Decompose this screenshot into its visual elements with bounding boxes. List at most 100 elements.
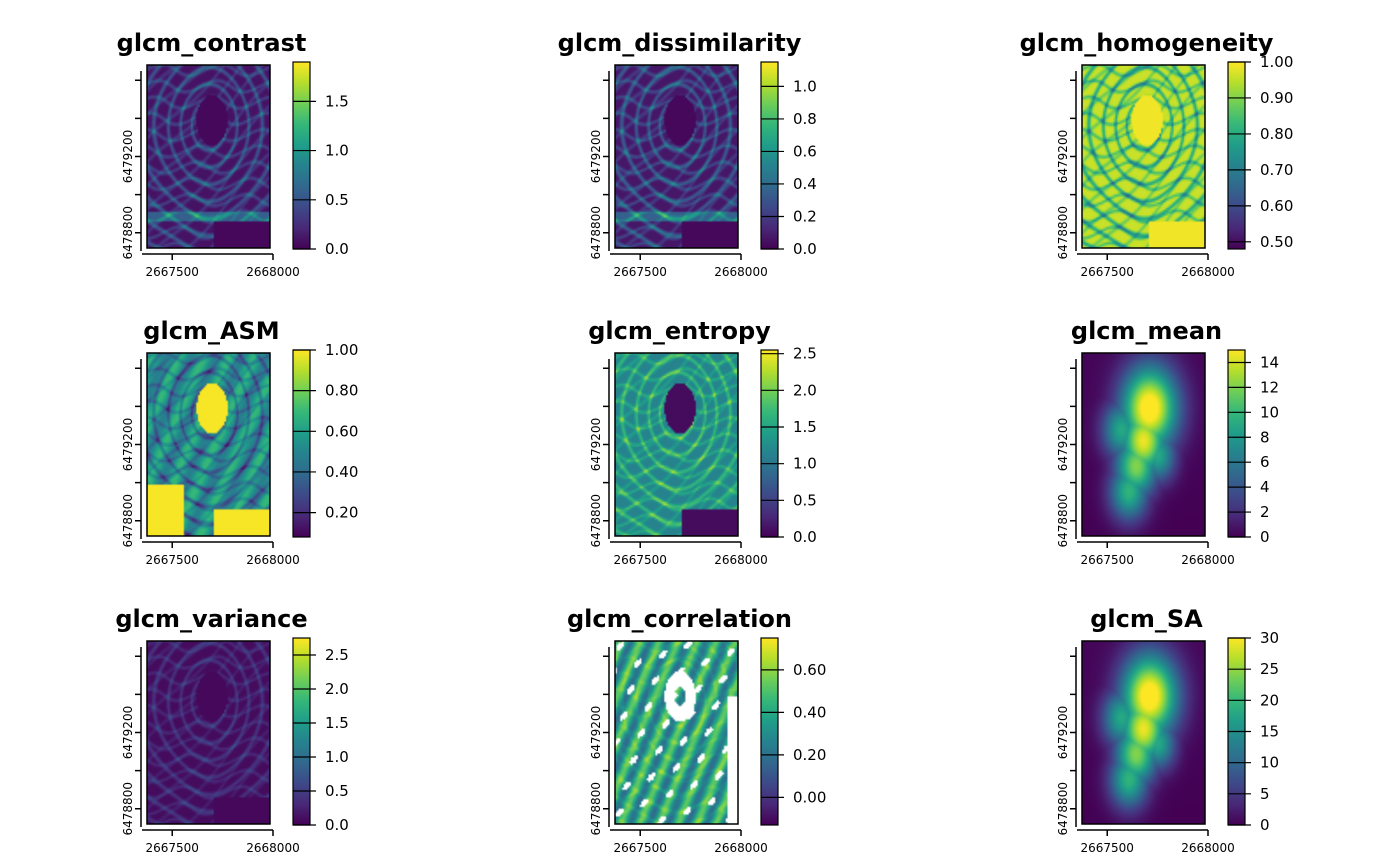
panel-title: glcm_variance: [115, 605, 307, 633]
legend-tick-label: 25: [1260, 660, 1279, 678]
color-bar: [1228, 350, 1245, 537]
panel-glcm-SA: glcm_SA 2667500 2668000 6479200 6478800 0 5 10 1…: [1056, 605, 1279, 855]
panel-title: glcm_contrast: [117, 29, 307, 57]
y-tick-label: 6479200: [589, 418, 603, 471]
legend-tick-label: 0.5: [325, 782, 349, 800]
panel-glcm-mean: glcm_mean 2667500 2668000 6479200 6478800 0 2 4…: [1056, 317, 1279, 567]
legend-tick-label: 0.0: [325, 816, 349, 834]
y-tick-label: 6479200: [1056, 418, 1070, 471]
y-tick-label: 6479200: [589, 130, 603, 183]
legend-tick-label: 0.0: [793, 240, 817, 258]
panel-title: glcm_dissimilarity: [558, 29, 802, 57]
legend-tick-label: 0.4: [793, 175, 817, 193]
legend-tick-label: 0: [1260, 816, 1270, 834]
y-tick-label: 6478800: [1056, 494, 1070, 547]
legend-tick-label: 1.00: [325, 341, 358, 359]
panel-glcm-homogeneity: glcm_homogeneity 2667500 2668000 6479200 647…: [1020, 29, 1294, 279]
legend-tick-label: 0.80: [1260, 125, 1293, 143]
legend-tick-label: 12: [1260, 378, 1279, 396]
legend-tick-label: 0.20: [793, 746, 826, 764]
raster-map: [147, 641, 270, 824]
x-tick-label: 2668000: [714, 841, 767, 855]
x-tick-label: 2667500: [146, 265, 199, 279]
legend-tick-label: 0.00: [793, 788, 826, 806]
raster-map: [615, 353, 738, 536]
legend-tick-label: 0.5: [793, 491, 817, 509]
legend-tick-label: 5: [1260, 785, 1270, 803]
legend-tick-label: 6: [1260, 453, 1270, 471]
legend-tick-label: 0.20: [325, 504, 358, 522]
color-bar: [293, 638, 310, 825]
x-tick-label: 2667500: [146, 841, 199, 855]
panel-title: glcm_mean: [1071, 317, 1222, 345]
y-tick-label: 6478800: [121, 782, 135, 835]
legend-tick-label: 2.5: [793, 345, 817, 363]
legend-tick-label: 1.5: [793, 418, 817, 436]
legend-tick-label: 0.80: [325, 382, 358, 400]
panel-glcm-entropy: glcm_entropy 2667500 2668000 6479200 6478800…: [588, 317, 817, 567]
x-tick-label: 2667500: [614, 265, 667, 279]
legend-tick-label: 30: [1260, 629, 1279, 647]
legend-tick-label: 0.60: [325, 422, 358, 440]
panel-glcm-correlation: glcm_correlation 2667500 2668000 6479200 647…: [567, 605, 826, 855]
legend-tick-label: 0.50: [1260, 233, 1293, 251]
raster-map: [147, 353, 270, 536]
legend-tick-label: 0.90: [1260, 89, 1293, 107]
x-tick-label: 2668000: [246, 553, 299, 567]
legend-tick-label: 10: [1260, 403, 1279, 421]
x-tick-label: 2667500: [614, 841, 667, 855]
panel-glcm-dissimilarity: glcm_dissimilarity 2667500 2668000 6479200 6…: [558, 29, 817, 279]
legend-tick-label: 0.2: [793, 207, 817, 225]
legend-tick-label: 1.00: [1260, 53, 1293, 71]
legend-tick-label: 2.0: [793, 381, 817, 399]
x-tick-label: 2667500: [1081, 841, 1134, 855]
panel-title: glcm_entropy: [588, 317, 771, 345]
y-tick-label: 6478800: [1056, 206, 1070, 259]
legend-tick-label: 1.5: [325, 714, 349, 732]
y-tick-label: 6478800: [1056, 782, 1070, 835]
legend-tick-label: 0.0: [325, 240, 349, 258]
color-bar: [761, 62, 778, 249]
panel-glcm-contrast: glcm_contrast 2667500 2668000 6479200 647880…: [117, 29, 349, 279]
color-bar: [293, 62, 310, 249]
legend-tick-label: 4: [1260, 478, 1270, 496]
legend-tick-label: 0.70: [1260, 161, 1293, 179]
panel-title: glcm_ASM: [143, 317, 279, 345]
x-tick-label: 2668000: [1181, 553, 1234, 567]
x-tick-label: 2668000: [714, 553, 767, 567]
color-bar: [1228, 62, 1245, 249]
legend-tick-label: 1.0: [793, 455, 817, 473]
x-tick-label: 2668000: [246, 841, 299, 855]
legend-tick-label: 14: [1260, 353, 1279, 371]
x-tick-label: 2667500: [146, 553, 199, 567]
raster-map: [147, 65, 270, 248]
y-tick-label: 6479200: [121, 418, 135, 471]
y-tick-label: 6478800: [589, 782, 603, 835]
y-tick-label: 6479200: [1056, 130, 1070, 183]
raster-map: [1082, 65, 1205, 248]
x-tick-label: 2668000: [714, 265, 767, 279]
x-tick-label: 2668000: [246, 265, 299, 279]
legend-tick-label: 8: [1260, 428, 1270, 446]
y-tick-label: 6479200: [1056, 706, 1070, 759]
color-bar: [761, 350, 778, 537]
legend-tick-label: 2: [1260, 503, 1270, 521]
y-tick-label: 6479200: [589, 706, 603, 759]
color-bar: [293, 350, 310, 537]
raster-map: [1082, 353, 1205, 536]
x-tick-label: 2667500: [614, 553, 667, 567]
y-tick-label: 6478800: [589, 206, 603, 259]
panel-glcm-variance: glcm_variance 2667500 2668000 6479200 647880…: [115, 605, 349, 855]
legend-tick-label: 0.5: [325, 191, 349, 209]
legend-tick-label: 0.60: [793, 661, 826, 679]
raster-map: [615, 65, 738, 248]
legend-tick-label: 0.6: [793, 142, 817, 160]
raster-map: [615, 641, 738, 824]
legend-tick-label: 0.8: [793, 110, 817, 128]
legend-tick-label: 20: [1260, 691, 1279, 709]
legend-tick-label: 0.0: [793, 528, 817, 546]
legend-tick-label: 2.5: [325, 646, 349, 664]
raster-map: [1082, 641, 1205, 824]
x-tick-label: 2667500: [1081, 265, 1134, 279]
